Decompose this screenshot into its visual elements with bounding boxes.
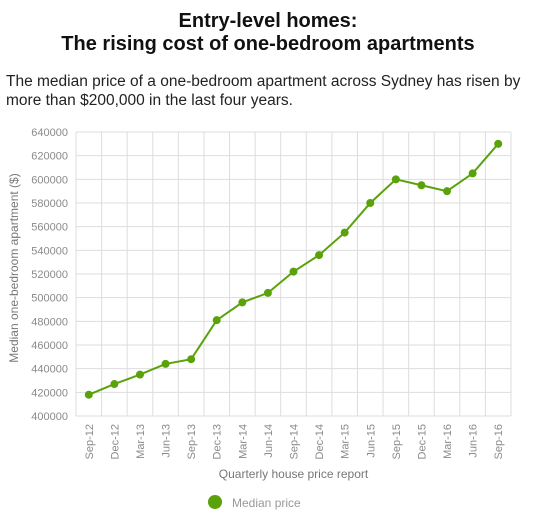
title-line-1: Entry-level homes: <box>178 10 358 32</box>
y-tick-label: 420000 <box>31 387 68 399</box>
data-point <box>212 316 221 325</box>
y-tick-label: 540000 <box>31 245 68 257</box>
chart-subtitle: The median price of a one-bedroom apartm… <box>6 73 521 109</box>
data-point <box>315 251 324 260</box>
x-tick-label: Mar-13 <box>135 424 147 459</box>
data-point <box>135 370 144 379</box>
x-tick-label: Dec-12 <box>109 424 121 459</box>
data-point <box>340 228 349 237</box>
x-tick-label: Mar-15 <box>340 424 352 459</box>
data-point <box>263 288 272 297</box>
y-tick-label: 640000 <box>31 127 68 139</box>
x-tick-label: Mar-14 <box>237 424 249 459</box>
x-tick-label: Jun-13 <box>161 424 173 458</box>
y-tick-label: 580000 <box>31 198 68 210</box>
x-tick-label: Mar-16 <box>442 424 454 459</box>
x-tick-label: Dec-13 <box>212 424 224 459</box>
x-tick-label: Dec-15 <box>416 424 428 459</box>
data-point <box>443 187 452 196</box>
y-tick-label: 500000 <box>31 293 68 305</box>
data-point <box>494 139 503 148</box>
data-point <box>417 181 426 190</box>
data-point <box>468 169 477 178</box>
data-point <box>110 380 119 389</box>
data-point <box>238 298 247 307</box>
y-tick-label: 560000 <box>31 222 68 234</box>
y-tick-label: 520000 <box>31 269 68 281</box>
x-tick-label: Sep-12 <box>84 424 96 459</box>
x-tick-label: Dec-14 <box>314 424 326 459</box>
x-tick-label: Jun-14 <box>263 424 275 458</box>
chart-title: Entry-level homes: The rising cost of on… <box>0 10 536 56</box>
y-axis-title: Median one-bedroom apartment ($) <box>7 173 21 362</box>
data-point <box>391 175 400 184</box>
x-tick-label: Sep-15 <box>391 424 403 459</box>
data-point <box>161 359 170 368</box>
y-tick-label: 620000 <box>31 151 68 163</box>
x-axis-title: Quarterly house price report <box>219 467 369 481</box>
data-point <box>187 355 196 364</box>
legend-label: Median price <box>232 496 301 510</box>
x-tick-label: Jun-16 <box>468 424 480 458</box>
y-tick-label: 400000 <box>31 411 68 423</box>
x-tick-label: Jun-15 <box>365 424 377 458</box>
y-tick-label: 440000 <box>31 364 68 376</box>
x-tick-label: Sep-16 <box>493 424 505 459</box>
legend-marker <box>208 495 222 509</box>
data-point <box>289 267 298 276</box>
legend: Median price <box>208 495 301 510</box>
x-tick-label: Sep-13 <box>186 424 198 459</box>
data-point <box>84 390 93 399</box>
data-point <box>366 199 375 207</box>
y-tick-label: 600000 <box>31 174 68 186</box>
x-tick-label: Sep-14 <box>289 424 301 459</box>
y-tick-label: 480000 <box>31 316 68 328</box>
title-line-2: The rising cost of one-bedroom apartment… <box>61 33 475 55</box>
y-tick-label: 460000 <box>31 340 68 352</box>
